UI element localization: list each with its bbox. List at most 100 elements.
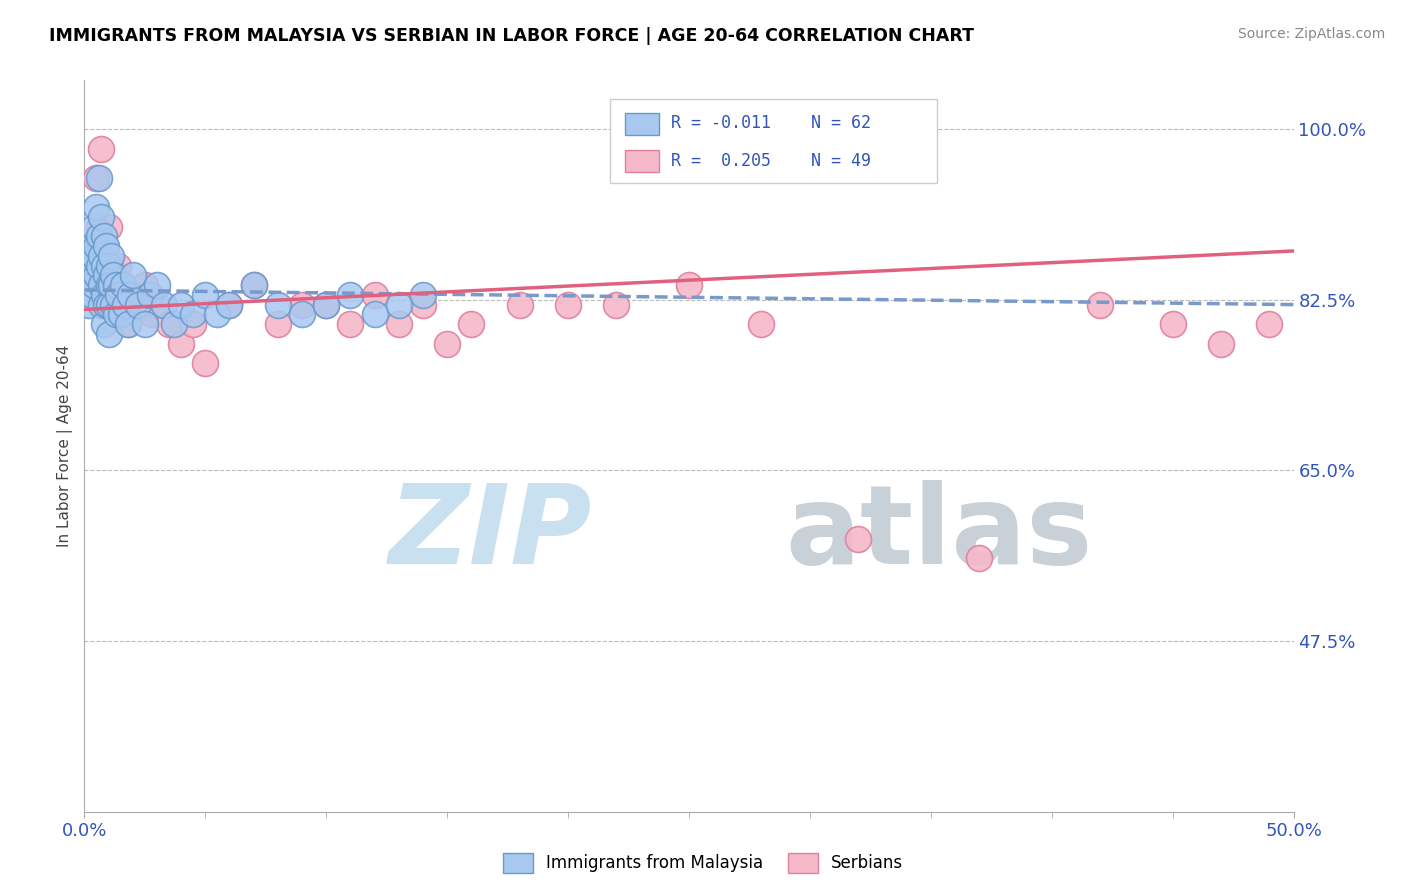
Point xyxy=(460,317,482,331)
Point xyxy=(83,219,105,234)
Point xyxy=(93,317,115,331)
Point xyxy=(76,278,98,293)
Point xyxy=(93,297,115,311)
Bar xyxy=(624,150,659,171)
Point xyxy=(146,297,169,311)
Point xyxy=(388,317,411,331)
Point xyxy=(103,297,125,311)
Point xyxy=(87,229,110,244)
Point xyxy=(1209,336,1232,351)
Point xyxy=(107,288,129,302)
Y-axis label: In Labor Force | Age 20-64: In Labor Force | Age 20-64 xyxy=(58,345,73,547)
Point xyxy=(678,278,700,293)
Point xyxy=(127,297,149,311)
Point xyxy=(138,288,160,302)
FancyBboxPatch shape xyxy=(610,99,936,183)
Point xyxy=(80,288,103,302)
Point xyxy=(97,297,120,311)
Point xyxy=(315,297,337,311)
Point xyxy=(94,239,117,253)
Point xyxy=(77,259,100,273)
Point xyxy=(90,210,112,224)
Text: R =  0.205    N = 49: R = 0.205 N = 49 xyxy=(671,152,870,169)
Point xyxy=(127,297,149,311)
Point xyxy=(242,278,264,293)
Point xyxy=(93,229,115,244)
Point xyxy=(83,249,105,263)
Point xyxy=(412,297,434,311)
Point xyxy=(94,297,117,311)
Point xyxy=(218,297,240,311)
Point xyxy=(846,532,869,546)
Point xyxy=(103,278,125,293)
Bar xyxy=(624,113,659,136)
Point xyxy=(90,249,112,263)
Text: IMMIGRANTS FROM MALAYSIA VS SERBIAN IN LABOR FORCE | AGE 20-64 CORRELATION CHART: IMMIGRANTS FROM MALAYSIA VS SERBIAN IN L… xyxy=(49,27,974,45)
Point xyxy=(90,278,112,293)
Point xyxy=(87,259,110,273)
Point xyxy=(93,288,115,302)
Point xyxy=(87,219,110,234)
Point xyxy=(86,239,108,253)
Point xyxy=(557,297,579,311)
Point xyxy=(181,307,204,321)
Point xyxy=(110,307,132,321)
Point xyxy=(80,239,103,253)
Point xyxy=(218,297,240,311)
Point xyxy=(141,307,163,321)
Point xyxy=(207,307,229,321)
Point xyxy=(100,249,122,263)
Point xyxy=(86,170,108,185)
Point xyxy=(146,278,169,293)
Point xyxy=(97,326,120,341)
Point xyxy=(1258,317,1281,331)
Point xyxy=(97,219,120,234)
Point xyxy=(509,297,531,311)
Point xyxy=(117,317,139,331)
Point xyxy=(153,297,176,311)
Point xyxy=(967,551,990,566)
Point xyxy=(97,278,120,293)
Point xyxy=(90,268,112,283)
Point xyxy=(107,259,129,273)
Point xyxy=(157,317,180,331)
Text: Source: ZipAtlas.com: Source: ZipAtlas.com xyxy=(1237,27,1385,41)
Point xyxy=(412,288,434,302)
Point xyxy=(121,288,143,302)
Point xyxy=(121,268,143,283)
Point xyxy=(104,278,127,293)
Point xyxy=(94,268,117,283)
Point xyxy=(117,317,139,331)
Point xyxy=(110,297,132,311)
Point xyxy=(134,317,156,331)
Point xyxy=(363,307,385,321)
Point xyxy=(339,288,361,302)
Point xyxy=(1161,317,1184,331)
Point xyxy=(1088,297,1111,311)
Point xyxy=(103,268,125,283)
Point xyxy=(267,297,290,311)
Point xyxy=(100,278,122,293)
Point xyxy=(194,356,217,370)
Point xyxy=(104,307,127,321)
Point xyxy=(112,278,135,293)
Point xyxy=(83,278,105,293)
Point xyxy=(436,336,458,351)
Point xyxy=(80,268,103,283)
Point xyxy=(163,317,186,331)
Point xyxy=(114,297,136,311)
Point xyxy=(291,297,314,311)
Point xyxy=(87,170,110,185)
Point xyxy=(100,259,122,273)
Legend: Immigrants from Malaysia, Serbians: Immigrants from Malaysia, Serbians xyxy=(496,847,910,880)
Point xyxy=(339,317,361,331)
Point xyxy=(83,268,105,283)
Point xyxy=(315,297,337,311)
Point xyxy=(86,200,108,214)
Point xyxy=(97,278,120,293)
Point xyxy=(134,278,156,293)
Text: R = -0.011    N = 62: R = -0.011 N = 62 xyxy=(671,114,870,132)
Point xyxy=(170,297,193,311)
Point xyxy=(86,268,108,283)
Point xyxy=(291,307,314,321)
